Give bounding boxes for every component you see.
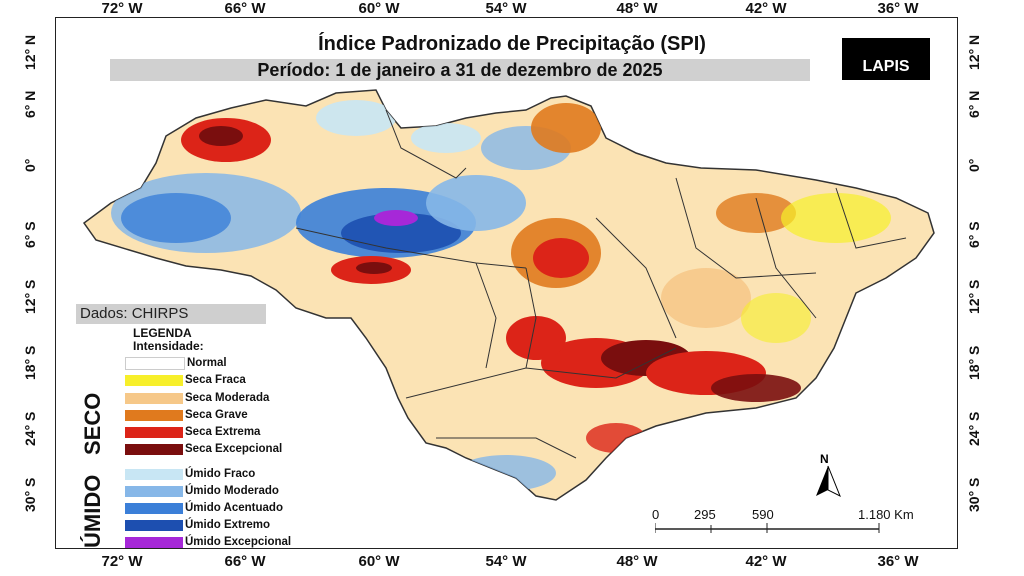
lat-tick: 6° N <box>22 90 38 118</box>
lat-tick: 0° <box>22 158 38 172</box>
lon-tick: 66° W <box>224 553 266 570</box>
map-title: Índice Padronizado de Precipitação (SPI) <box>318 33 706 55</box>
legend-label: Seca Excepcional <box>185 443 283 455</box>
legend-label: Normal <box>187 357 227 369</box>
legend-title: LEGENDA Intensidade: <box>133 327 204 353</box>
lat-tick: 6° S <box>966 221 982 248</box>
legend-swatch <box>125 536 183 548</box>
lon-tick: 42° W <box>745 553 787 570</box>
legend-swatch <box>125 502 183 514</box>
scale-label: 295 <box>694 507 716 522</box>
north-arrow-icon <box>816 465 841 498</box>
legend-swatch <box>125 443 183 455</box>
legend-swatch <box>125 356 185 370</box>
legend-swatch <box>125 519 183 531</box>
lat-tick: 24° S <box>966 411 982 446</box>
lat-tick: 30° S <box>966 477 982 512</box>
legend-title-line1: LEGENDA <box>133 326 192 340</box>
legend-label: Seca Fraca <box>185 374 246 386</box>
legend-item-normal: Normal <box>125 356 227 370</box>
legend-swatch <box>125 468 183 480</box>
scale-bar-graphic <box>655 523 880 533</box>
lon-tick: 60° W <box>358 553 400 570</box>
legend-swatch <box>125 392 183 404</box>
scale-label: 590 <box>752 507 774 522</box>
legend-label: Seca Moderada <box>185 392 270 404</box>
lat-tick: 12° S <box>22 279 38 314</box>
legend-title-line2: Intensidade: <box>133 339 204 353</box>
legend-label: Úmido Fraco <box>185 468 256 480</box>
legend-item-wet: Úmido Fraco <box>125 467 255 481</box>
legend-swatch <box>125 409 183 421</box>
lat-tick: 6° S <box>22 221 38 248</box>
legend-label: Seca Grave <box>185 409 248 421</box>
legend-swatch <box>125 426 183 438</box>
legend-label: Úmido Acentuado <box>185 502 283 514</box>
lon-tick: 54° W <box>485 553 527 570</box>
brazil-spi-map <box>82 89 935 501</box>
lat-tick: 0° <box>966 158 982 172</box>
legend-group-dry: SECO <box>80 392 105 455</box>
scale-label: 1.180 Km <box>858 507 914 522</box>
state-borders <box>295 109 907 459</box>
legend-item-dry: Seca Extrema <box>125 425 260 439</box>
legend-swatch <box>125 374 183 386</box>
lon-tick: 48° W <box>616 553 658 570</box>
lat-tick: 24° S <box>22 411 38 446</box>
lon-tick: 72° W <box>101 0 143 17</box>
legend-label: Úmido Extremo <box>185 519 270 531</box>
legend-item-wet: Úmido Excepcional <box>125 535 291 549</box>
lon-tick: 42° W <box>745 0 787 17</box>
legend-item-wet: Úmido Extremo <box>125 518 270 532</box>
legend-group-wet: ÚMIDO <box>80 474 105 548</box>
legend-item-wet: Úmido Acentuado <box>125 501 283 515</box>
lat-tick: 18° S <box>966 345 982 380</box>
lon-tick: 72° W <box>101 553 143 570</box>
map-period: Período: 1 de janeiro a 31 de dezembro d… <box>110 59 810 81</box>
lon-tick: 60° W <box>358 0 400 17</box>
lon-tick: 36° W <box>877 553 919 570</box>
lon-tick: 54° W <box>485 0 527 17</box>
legend-item-dry: Seca Grave <box>125 408 248 422</box>
map-frame <box>55 17 958 549</box>
lon-tick: 66° W <box>224 0 266 17</box>
north-label: N <box>820 452 829 466</box>
lat-tick: 30° S <box>22 477 38 512</box>
legend-label: Úmido Excepcional <box>185 536 292 548</box>
legend-label: Úmido Moderado <box>185 485 279 497</box>
scale-label: 0 <box>652 507 660 522</box>
legend-swatch <box>125 485 183 497</box>
lon-tick: 36° W <box>877 0 919 17</box>
legend-label: Seca Extrema <box>185 426 261 438</box>
data-source-label: Dados: CHIRPS <box>76 304 266 324</box>
legend-item-dry: Seca Fraca <box>125 373 246 387</box>
lat-tick: 6° N <box>966 90 982 118</box>
lat-tick: 18° S <box>22 345 38 380</box>
lon-tick: 48° W <box>616 0 658 17</box>
legend-item-dry: Seca Excepcional <box>125 442 282 456</box>
legend-item-dry: Seca Moderada <box>125 391 269 405</box>
lat-tick: 12° S <box>966 279 982 314</box>
lapis-logo: LAPIS <box>842 38 930 80</box>
legend-item-wet: Úmido Moderado <box>125 484 279 498</box>
